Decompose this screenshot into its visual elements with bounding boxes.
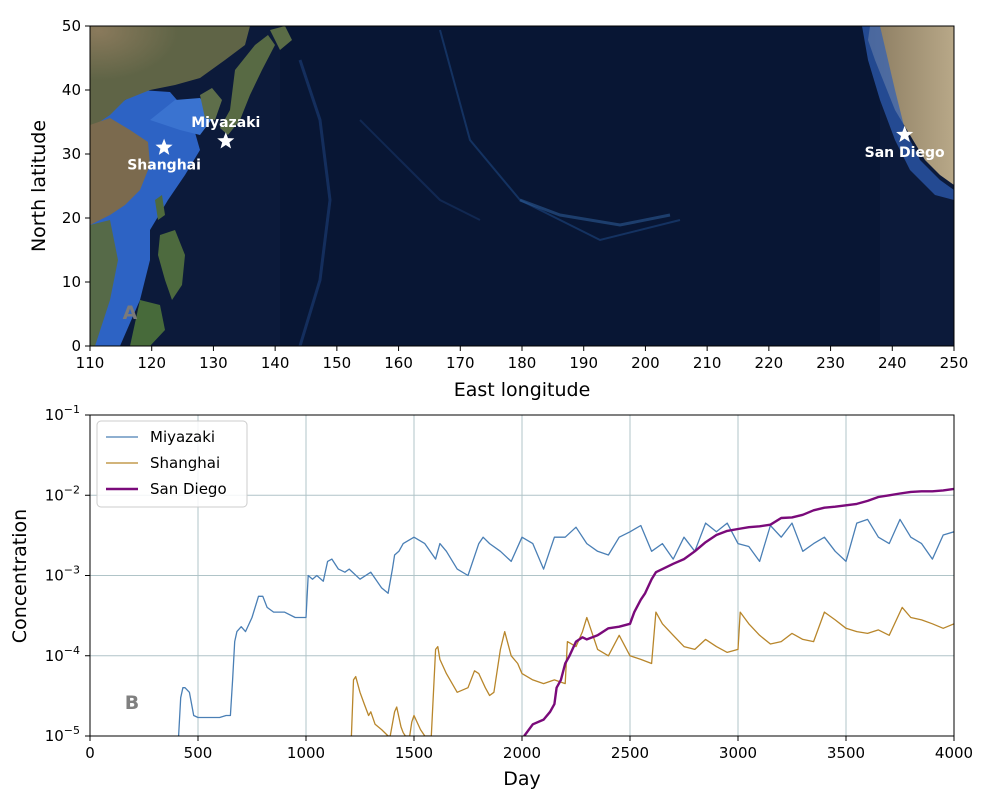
chart-y-axis-label: Concentration	[9, 509, 31, 643]
legend-box	[96, 420, 248, 508]
star-icon	[896, 125, 914, 143]
tick-exponent: −3	[64, 564, 80, 577]
map-x-tick-label: 180	[508, 354, 537, 372]
chart-x-tick-label: 0	[85, 744, 95, 762]
tick-exponent: −4	[64, 644, 80, 657]
map-x-axis: 110 120 130 140 150 160 170 180 190 200 210 220 230 2…	[76, 346, 969, 372]
map-y-tick-label: 0	[71, 337, 81, 355]
map-x-tick-label: 250	[940, 354, 969, 372]
map-background	[90, 26, 954, 346]
chart-x-axis-label: Day	[503, 768, 541, 790]
chart-y-tick-label: 10−3	[45, 564, 80, 585]
tick-base: 10	[45, 567, 64, 585]
panel-a-label: A	[123, 302, 138, 324]
legend-label: Miyazaki	[150, 428, 215, 446]
star-icon	[217, 132, 235, 149]
concentration-chart: 0 500 1000 1500 2000 2500 3000 3500 4000 10−510−…	[9, 403, 973, 790]
legend-label: Shanghai	[150, 454, 220, 472]
tick-base: 10	[45, 727, 64, 745]
map-y-axis: 0 10 20 30 40 50	[62, 17, 90, 355]
map-x-tick-label: 210	[693, 354, 722, 372]
map-y-tick-label: 30	[62, 145, 81, 163]
map-station-markers: Miyazaki Shanghai San Diego	[127, 115, 945, 173]
chart-x-tick-label: 2000	[503, 744, 541, 762]
chart-y-tick-label: 10−4	[45, 644, 80, 665]
star-icon	[155, 138, 173, 155]
tick-base: 10	[45, 486, 64, 504]
station-label: San Diego	[865, 145, 945, 161]
station-label: Shanghai	[127, 158, 201, 174]
map-y-tick-label: 50	[62, 17, 81, 35]
legend-label: San Diego	[150, 480, 227, 498]
tick-exponent: −5	[64, 724, 80, 737]
map-y-axis-label: North latitude	[28, 120, 50, 252]
map-x-tick-label: 220	[755, 354, 784, 372]
chart-y-axis: 10−510−410−310−210−1	[45, 403, 90, 745]
map-x-tick-label: 120	[137, 354, 166, 372]
map-x-tick-label: 130	[199, 354, 228, 372]
chart-x-tick-label: 3500	[827, 744, 865, 762]
chart-y-tick-label: 10−5	[45, 724, 80, 745]
tick-base: 10	[45, 406, 64, 424]
tick-exponent: −2	[64, 483, 80, 496]
chart-x-tick-label: 500	[184, 744, 213, 762]
chart-x-tick-label: 4000	[935, 744, 973, 762]
tick-exponent: −1	[64, 403, 80, 416]
chart-x-axis: 0 500 1000 1500 2000 2500 3000 3500 4000	[85, 736, 973, 762]
chart-x-tick-label: 2500	[611, 744, 649, 762]
chart-x-tick-label: 1000	[287, 744, 325, 762]
panel-b-label: B	[125, 692, 139, 714]
station-label: Miyazaki	[191, 115, 260, 131]
chart-y-tick-label: 10−1	[45, 403, 80, 424]
chart-y-tick-label: 10−2	[45, 483, 80, 504]
map-x-tick-label: 200	[631, 354, 660, 372]
map-y-tick-label: 10	[62, 273, 81, 291]
chart-x-tick-label: 3000	[719, 744, 757, 762]
tick-base: 10	[45, 647, 64, 665]
map-x-tick-label: 140	[261, 354, 290, 372]
map-x-axis-label: East longitude	[454, 379, 591, 401]
map-x-tick-label: 170	[446, 354, 475, 372]
chart-series	[177, 487, 954, 736]
map-x-tick-label: 230	[816, 354, 845, 372]
chart-legend: Miyazaki Shanghai San Diego	[96, 420, 248, 508]
map-y-tick-label: 20	[62, 209, 81, 227]
map-y-tick-label: 40	[62, 81, 81, 99]
chart-x-tick-label: 1500	[395, 744, 433, 762]
map-panel: 110 120 130 140 150 160 170 180 190 200 210 220 230 2…	[28, 17, 968, 401]
series-line-san-diego	[523, 487, 954, 736]
map-x-tick-label: 110	[76, 354, 105, 372]
map-x-tick-label: 150	[323, 354, 352, 372]
map-x-tick-label: 190	[569, 354, 598, 372]
series-line-miyazaki	[177, 518, 954, 736]
map-x-tick-label: 160	[384, 354, 413, 372]
map-x-tick-label: 240	[878, 354, 907, 372]
